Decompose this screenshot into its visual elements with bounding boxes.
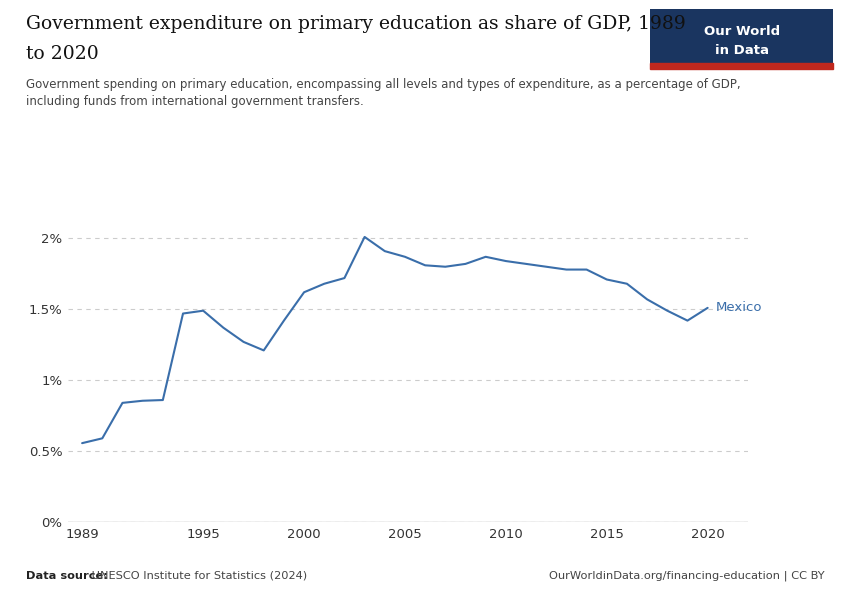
Text: to 2020: to 2020: [26, 45, 99, 63]
Bar: [650, 63, 833, 69]
Text: UNESCO Institute for Statistics (2024): UNESCO Institute for Statistics (2024): [88, 571, 307, 581]
Text: Our World: Our World: [704, 25, 779, 38]
Text: in Data: in Data: [715, 44, 768, 58]
Text: Mexico: Mexico: [716, 301, 762, 314]
Text: Government expenditure on primary education as share of GDP, 1989: Government expenditure on primary educat…: [26, 15, 685, 33]
Text: Data source:: Data source:: [26, 571, 107, 581]
Text: OurWorldinData.org/financing-education | CC BY: OurWorldinData.org/financing-education |…: [549, 570, 824, 581]
Text: Government spending on primary education, encompassing all levels and types of e: Government spending on primary education…: [26, 78, 740, 108]
